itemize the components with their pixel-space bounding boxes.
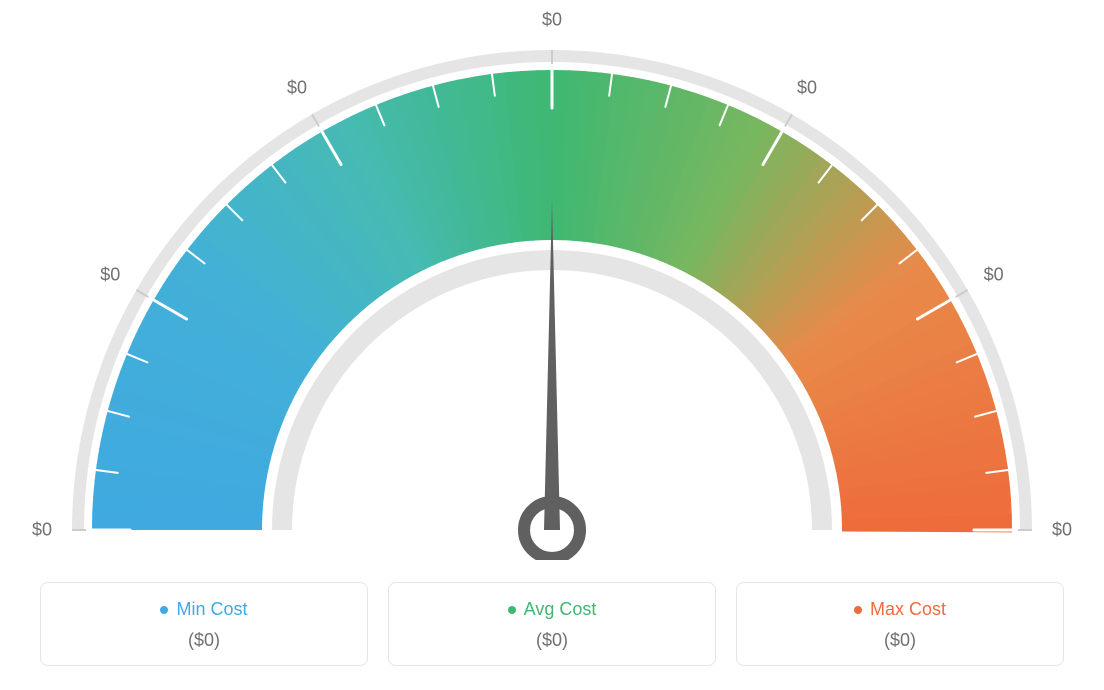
legend-label-min: Min Cost [160,599,247,620]
legend-value: ($0) [401,630,703,651]
legend-label-avg: Avg Cost [508,599,597,620]
legend-name: Avg Cost [524,599,597,620]
legend-card-avg: Avg Cost ($0) [388,582,716,666]
gauge-axis-label: $0 [797,78,817,99]
legend-name: Max Cost [870,599,946,620]
legend-card-min: Min Cost ($0) [40,582,368,666]
gauge-axis-label: $0 [1052,520,1072,541]
dot-icon [508,606,516,614]
dot-icon [854,606,862,614]
legend-name: Min Cost [176,599,247,620]
legend-card-max: Max Cost ($0) [736,582,1064,666]
legend-value: ($0) [749,630,1051,651]
gauge-axis-label: $0 [984,265,1004,286]
gauge-axis-label: $0 [287,78,307,99]
legend-label-max: Max Cost [854,599,946,620]
dot-icon [160,606,168,614]
gauge-axis-label: $0 [32,520,52,541]
legend-value: ($0) [53,630,355,651]
legend-row: Min Cost ($0) Avg Cost ($0) Max Cost ($0… [40,582,1064,666]
gauge-axis-label: $0 [542,10,562,31]
cost-gauge-infographic: $0 $0 $0 $0 $0 $0 $0 Min Cost ($0) Avg Cost ($… [0,0,1104,690]
gauge-axis-label: $0 [100,265,120,286]
gauge-chart [0,0,1104,560]
